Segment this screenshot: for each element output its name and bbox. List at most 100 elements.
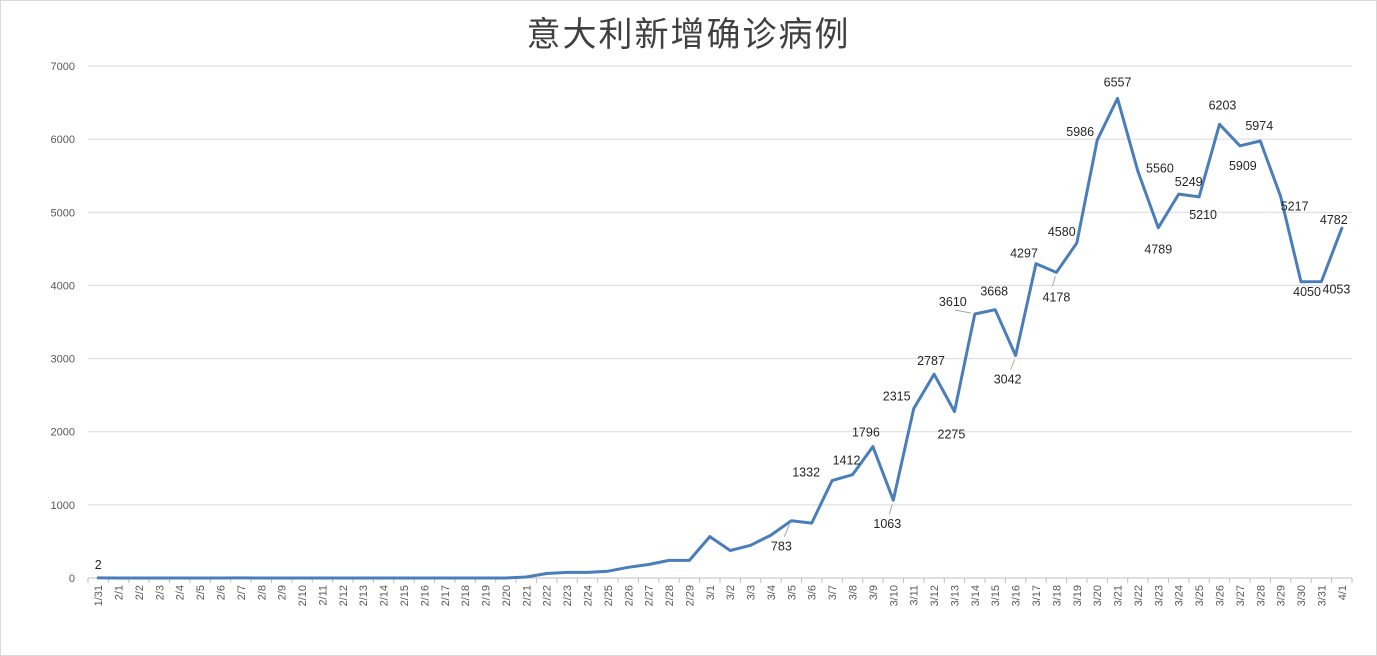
data-label: 5217 [1281,199,1309,213]
x-tick-label: 2/29 [684,585,696,606]
y-tick-label: 1000 [51,500,75,512]
data-label: 5560 [1146,161,1174,175]
data-label-leader [1051,276,1056,287]
x-tick-label: 3/6 [807,585,819,600]
x-tick-label: 3/4 [766,585,778,600]
data-label: 6203 [1209,98,1237,112]
x-tick-label: 3/31 [1316,585,1328,606]
x-tick-label: 3/28 [1255,585,1267,606]
x-tick-label: 3/14 [970,585,982,606]
data-label: 5249 [1175,175,1203,189]
data-label: 2787 [917,354,945,368]
x-tick-label: 2/11 [317,585,329,606]
data-label: 2 [95,558,102,572]
x-tick-label: 2/20 [501,585,513,606]
data-label: 783 [771,540,792,554]
y-tick-label: 2000 [51,427,75,439]
y-tick-label: 3000 [51,354,75,366]
x-tick-label: 2/21 [521,585,533,606]
x-tick-label: 2/24 [582,585,594,606]
x-tick-label: 2/23 [562,585,574,606]
x-tick-label: 2/27 [644,585,656,606]
x-tick-label: 3/13 [949,585,961,606]
x-tick-label: 2/1 [114,585,126,600]
y-tick-label: 6000 [51,134,75,146]
data-label: 4050 [1293,285,1321,299]
x-tick-label: 3/27 [1235,585,1247,606]
y-tick-label: 0 [69,573,75,585]
data-label: 4178 [1042,290,1070,304]
data-label: 4053 [1323,283,1351,297]
x-tick-label: 3/15 [990,585,1002,606]
data-label: 2315 [883,390,911,404]
data-label: 5210 [1189,208,1217,222]
x-tick-label: 3/9 [868,585,880,600]
data-label: 4580 [1048,225,1076,239]
x-tick-label: 2/2 [134,585,146,600]
data-label-leader [888,504,893,515]
x-tick-label: 3/10 [888,585,900,606]
x-tick-label: 3/2 [725,585,737,600]
x-tick-label: 2/16 [419,585,431,606]
data-label-leader [954,309,971,314]
x-tick-label: 3/1 [705,585,717,600]
y-tick-label: 7000 [51,61,75,73]
data-label: 1332 [792,466,820,480]
x-tick-label: 3/16 [1011,585,1023,606]
data-label: 5986 [1066,125,1094,139]
x-tick-label: 3/24 [1174,585,1186,606]
data-label: 3610 [939,295,967,309]
x-tick-label: 3/11 [909,585,921,606]
x-tick-label: 2/28 [664,585,676,606]
x-tick-label: 2/5 [195,585,207,600]
x-tick-label: 3/30 [1296,585,1308,606]
x-tick-label: 3/29 [1276,585,1288,606]
x-tick-label: 3/22 [1133,585,1145,606]
x-tick-label: 3/21 [1113,585,1125,606]
x-tick-label: 2/9 [277,585,289,600]
data-label: 4782 [1320,213,1348,227]
x-tick-label: 3/20 [1092,585,1104,606]
x-tick-label: 4/1 [1337,585,1349,600]
x-tick-label: 2/3 [154,585,166,600]
y-tick-label: 5000 [51,207,75,219]
x-tick-label: 2/15 [399,585,411,606]
data-label: 3668 [980,285,1008,299]
x-tick-label: 3/26 [1214,585,1226,606]
x-tick-label: 2/14 [379,585,391,606]
x-tick-label: 2/7 [236,585,248,600]
x-tick-label: 2/12 [338,585,350,606]
x-tick-label: 1/31 [93,585,105,606]
x-tick-label: 3/5 [786,585,798,600]
data-label-leader [1010,359,1016,370]
x-tick-label: 2/26 [623,585,635,606]
x-tick-label: 2/18 [460,585,472,606]
x-tick-label: 3/8 [848,585,860,600]
data-label: 2275 [938,428,966,442]
x-tick-label: 3/23 [1153,585,1165,606]
x-tick-label: 2/22 [542,585,554,606]
x-tick-label: 2/10 [297,585,309,606]
series-line [96,96,1344,580]
x-tick-label: 3/12 [929,585,941,606]
x-tick-label: 3/19 [1072,585,1084,606]
data-label: 1063 [873,517,901,531]
x-tick-label: 2/25 [603,585,615,606]
x-tick-label: 3/3 [746,585,758,600]
x-tick-label: 2/4 [175,585,187,600]
x-tick-label: 2/13 [358,585,370,606]
x-tick-label: 2/8 [256,585,268,600]
x-tick-label: 3/17 [1031,585,1043,606]
data-label: 3042 [994,372,1022,386]
data-label: 6557 [1104,75,1132,89]
x-tick-label: 2/6 [216,585,228,600]
chart-title: 意大利新增确诊病例 [526,15,851,55]
data-label: 1412 [833,454,861,468]
x-tick-label: 2/17 [440,585,452,606]
x-tick-label: 3/25 [1194,585,1206,606]
data-label: 4297 [1010,247,1038,261]
data-label: 4789 [1144,243,1172,257]
x-tick-label: 3/7 [827,585,839,600]
